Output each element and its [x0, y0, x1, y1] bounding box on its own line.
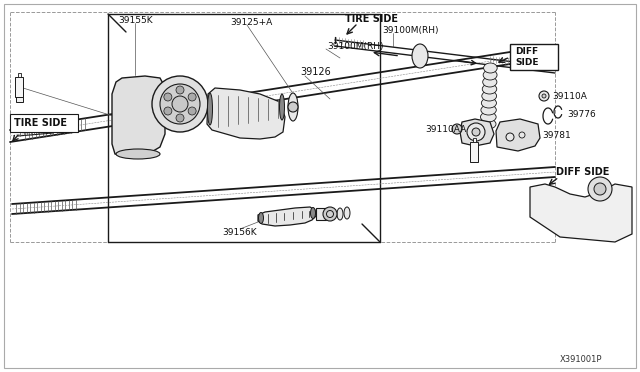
Circle shape	[288, 102, 298, 112]
Ellipse shape	[483, 70, 497, 80]
Ellipse shape	[337, 208, 343, 220]
Text: 39155K: 39155K	[118, 16, 152, 25]
Bar	[473, 138, 476, 142]
Text: X391001P: X391001P	[560, 355, 602, 364]
Bar	[15, 77, 23, 97]
Text: 39100M(RH): 39100M(RH)	[327, 42, 383, 51]
Circle shape	[152, 76, 208, 132]
Circle shape	[172, 96, 188, 112]
Ellipse shape	[344, 207, 350, 219]
Circle shape	[164, 107, 172, 115]
Ellipse shape	[207, 93, 212, 125]
Circle shape	[588, 177, 612, 201]
Circle shape	[160, 84, 200, 124]
Bar	[18, 73, 21, 77]
Text: 39126: 39126	[300, 67, 331, 77]
Bar	[16, 84, 23, 102]
Text: DIFF SIDE: DIFF SIDE	[556, 167, 609, 177]
Ellipse shape	[484, 63, 497, 73]
Ellipse shape	[280, 94, 285, 120]
Ellipse shape	[116, 149, 160, 159]
Circle shape	[188, 107, 196, 115]
Text: 39125+A: 39125+A	[230, 17, 272, 26]
Circle shape	[542, 94, 546, 98]
Circle shape	[594, 183, 606, 195]
Circle shape	[506, 133, 514, 141]
Bar	[316, 208, 326, 220]
Ellipse shape	[482, 91, 497, 101]
Polygon shape	[460, 119, 494, 146]
Circle shape	[176, 114, 184, 122]
Circle shape	[176, 86, 184, 94]
Ellipse shape	[259, 212, 264, 224]
Ellipse shape	[288, 93, 298, 121]
Text: TIRE SIDE: TIRE SIDE	[14, 118, 67, 128]
Circle shape	[467, 123, 485, 141]
Ellipse shape	[481, 112, 496, 122]
Polygon shape	[530, 184, 632, 242]
Ellipse shape	[483, 84, 497, 94]
Text: 39781: 39781	[542, 131, 571, 140]
Text: 39776: 39776	[567, 109, 596, 119]
Polygon shape	[207, 88, 285, 139]
Text: 39110A: 39110A	[552, 92, 587, 100]
Ellipse shape	[481, 105, 496, 115]
Ellipse shape	[480, 119, 496, 129]
Circle shape	[188, 93, 196, 101]
Circle shape	[326, 211, 333, 218]
Text: 39110AA: 39110AA	[425, 125, 467, 134]
Bar	[18, 80, 21, 84]
Text: 39100M(RH): 39100M(RH)	[382, 26, 438, 35]
Ellipse shape	[412, 44, 428, 68]
Circle shape	[519, 132, 525, 138]
Polygon shape	[112, 76, 165, 156]
Bar	[510, 44, 558, 70]
Circle shape	[472, 128, 480, 136]
Circle shape	[323, 207, 337, 221]
Ellipse shape	[483, 77, 497, 87]
Circle shape	[452, 124, 462, 134]
Polygon shape	[496, 119, 540, 151]
Text: DIFF
SIDE: DIFF SIDE	[515, 47, 538, 67]
Bar	[10, 114, 78, 132]
Bar	[470, 142, 478, 162]
Circle shape	[164, 93, 172, 101]
Text: TIRE SIDE: TIRE SIDE	[345, 14, 398, 24]
Ellipse shape	[481, 98, 497, 108]
Text: 39156K: 39156K	[222, 228, 257, 237]
Ellipse shape	[310, 208, 316, 218]
Polygon shape	[258, 207, 316, 226]
Circle shape	[539, 91, 549, 101]
